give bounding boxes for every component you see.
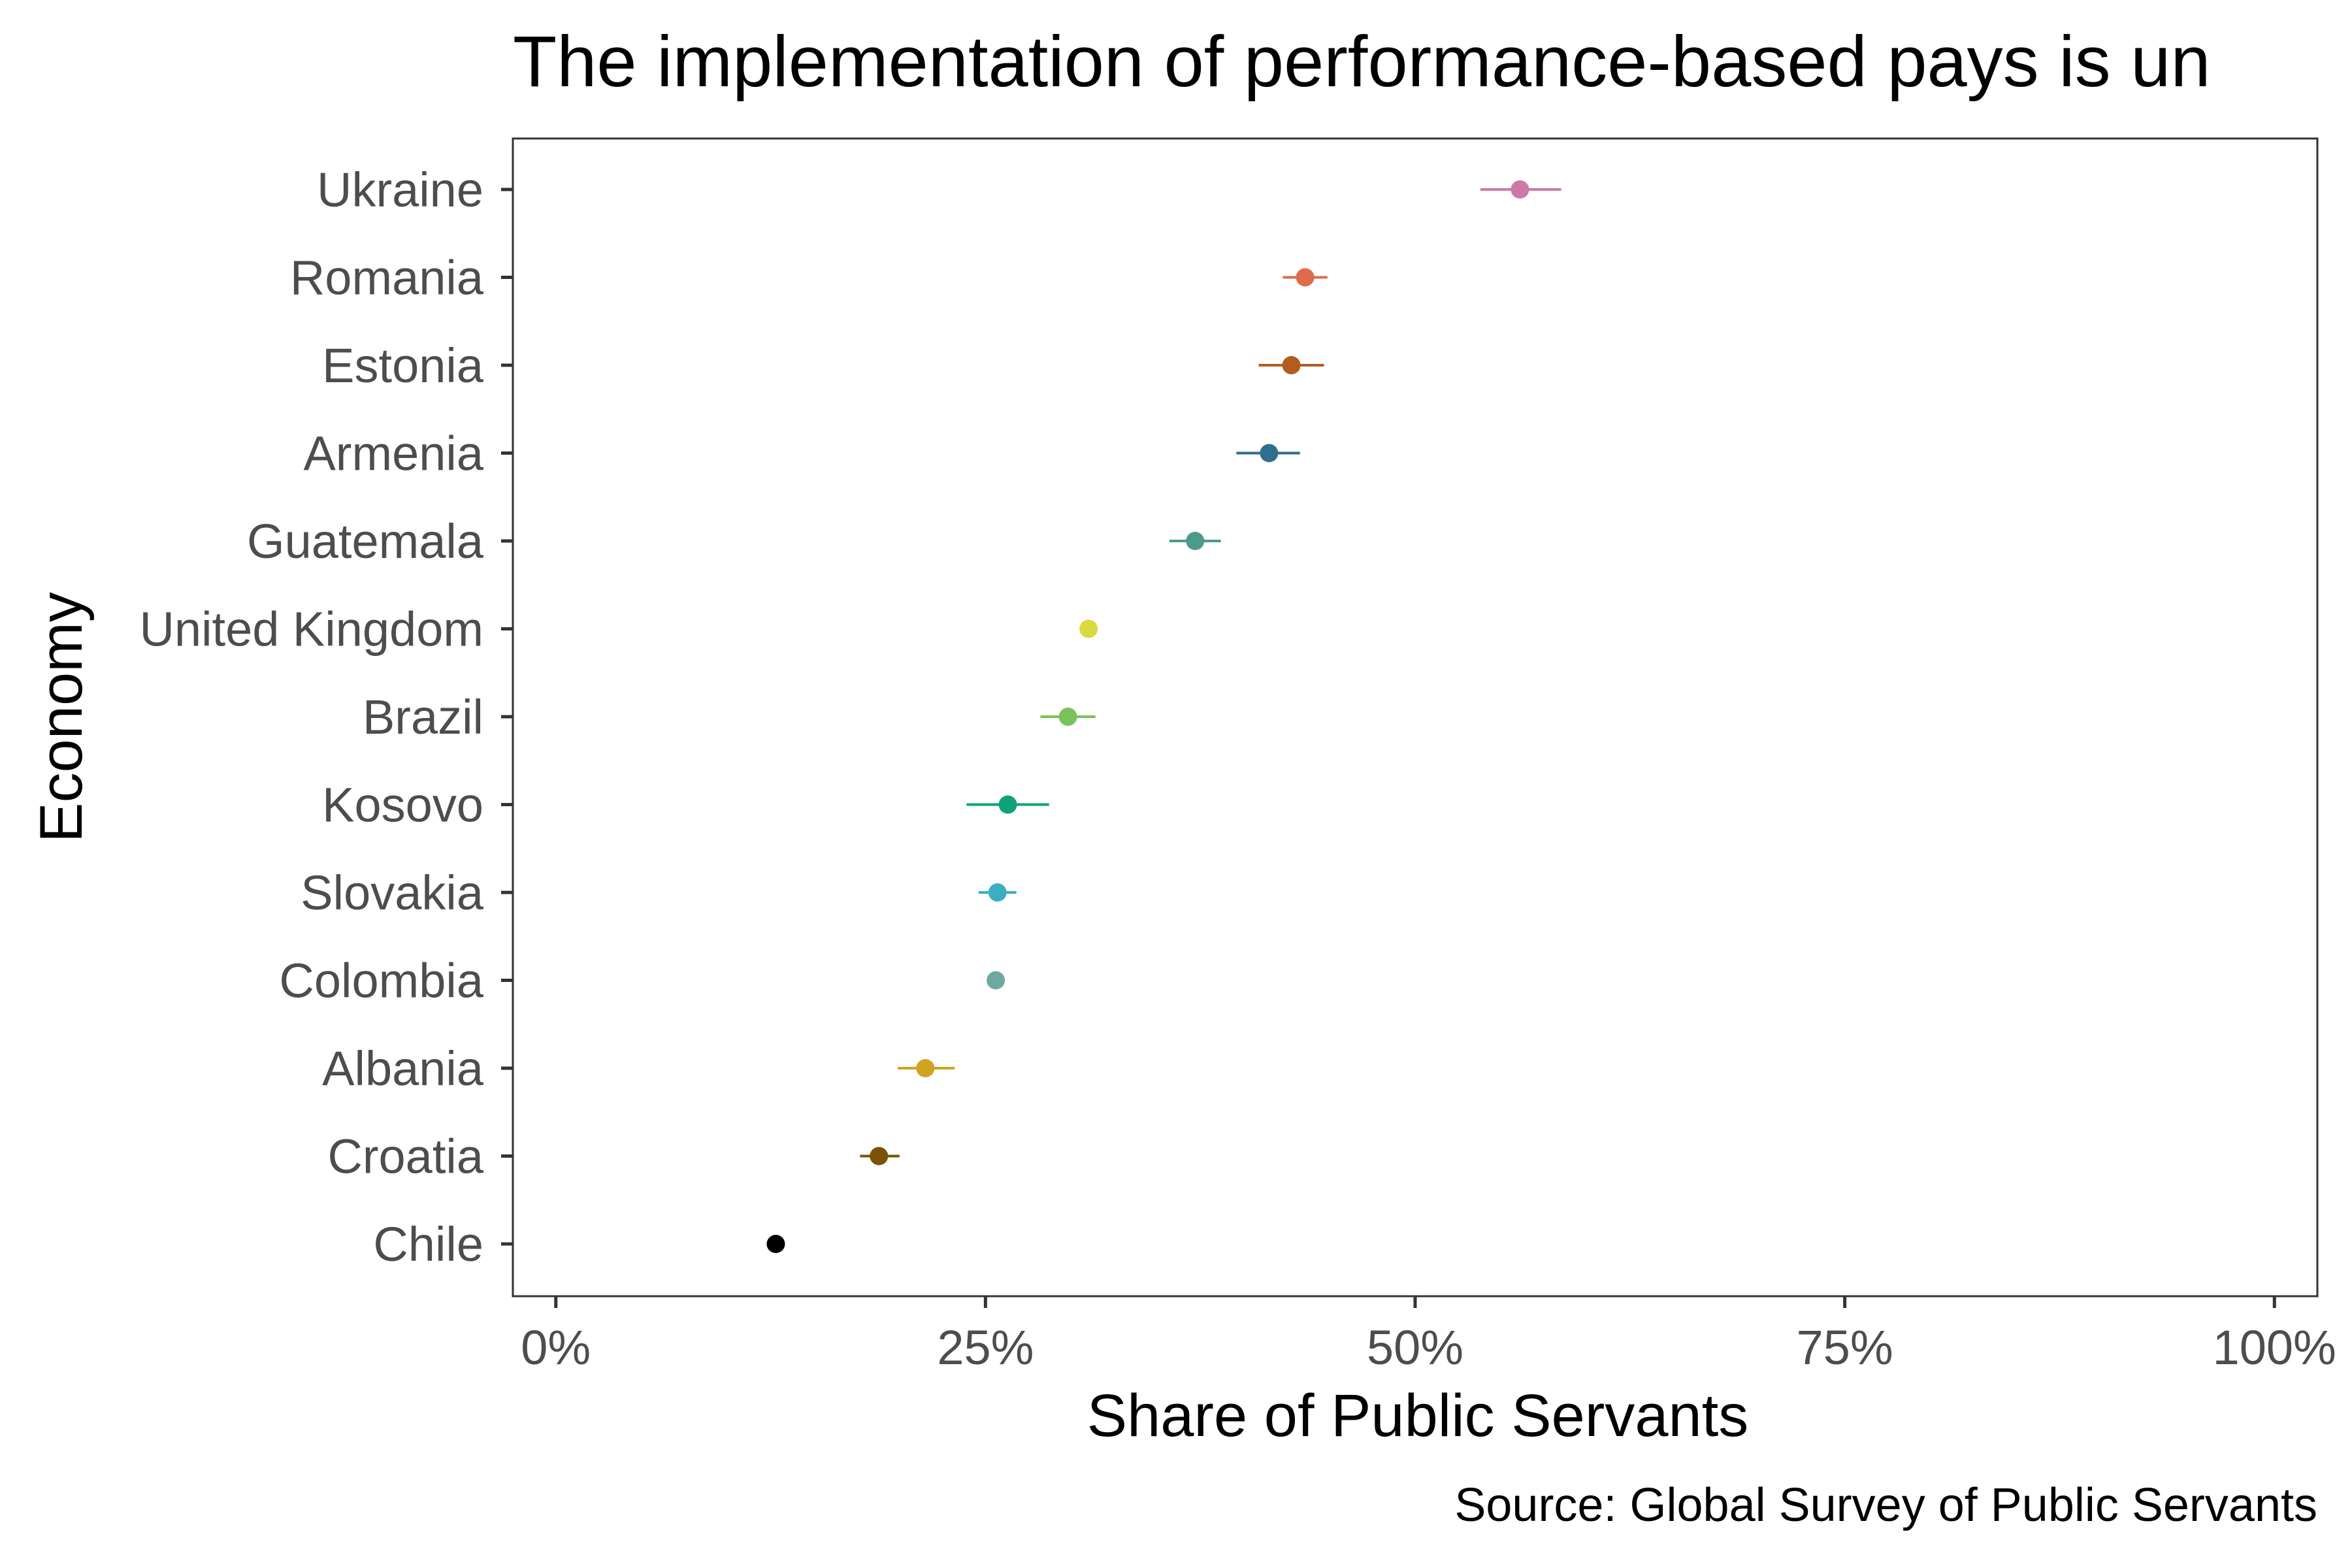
point-chile [766,1235,785,1253]
point-guatemala [1186,532,1205,550]
y-tick-label: Brazil [363,690,483,744]
x-axis: 0% 25% 50% 75% 100% [521,1296,2336,1375]
point-united-kingdom [1079,619,1098,638]
y-tick-label: Romania [290,251,484,305]
y-axis-title: Economy [28,592,95,843]
x-tick-label: 0% [521,1320,591,1375]
x-axis-title: Share of Public Servants [1087,1382,1749,1449]
point-croatia [870,1147,889,1166]
point-romania [1296,268,1315,287]
y-axis: Ukraine Romania Estonia Armenia Guatemala Uni… [139,163,513,1271]
point-armenia [1260,444,1279,463]
point-albania [916,1059,935,1077]
x-tick-label: 50% [1367,1320,1463,1375]
point-slovakia [988,883,1007,902]
y-tick-label: Guatemala [247,514,484,568]
y-tick-label: Chile [373,1217,483,1271]
point-kosovo [998,795,1017,814]
data-points [766,180,1561,1253]
x-tick-label: 100% [2213,1320,2336,1375]
chart-title: The implementation of performance-based … [513,22,2211,102]
point-brazil [1058,708,1077,726]
y-tick-label: Estonia [322,338,484,393]
chart-caption: Source: Global Survey of Public Servants [1454,1479,2317,1531]
y-tick-label: Ukraine [317,163,483,217]
y-tick-label: Croatia [327,1130,483,1184]
x-tick-label: 75% [1797,1320,1893,1375]
x-tick-label: 25% [937,1320,1034,1375]
y-tick-label: Colombia [279,954,483,1008]
y-tick-label: Albania [322,1041,484,1096]
y-tick-label: United Kingdom [139,602,483,657]
point-ukraine [1511,180,1529,199]
y-tick-label: Slovakia [301,866,484,920]
y-tick-label: Kosovo [322,778,483,832]
point-colombia [987,971,1005,990]
plot-panel [512,137,2319,1298]
point-estonia [1282,356,1301,374]
y-tick-label: Armenia [303,427,483,481]
